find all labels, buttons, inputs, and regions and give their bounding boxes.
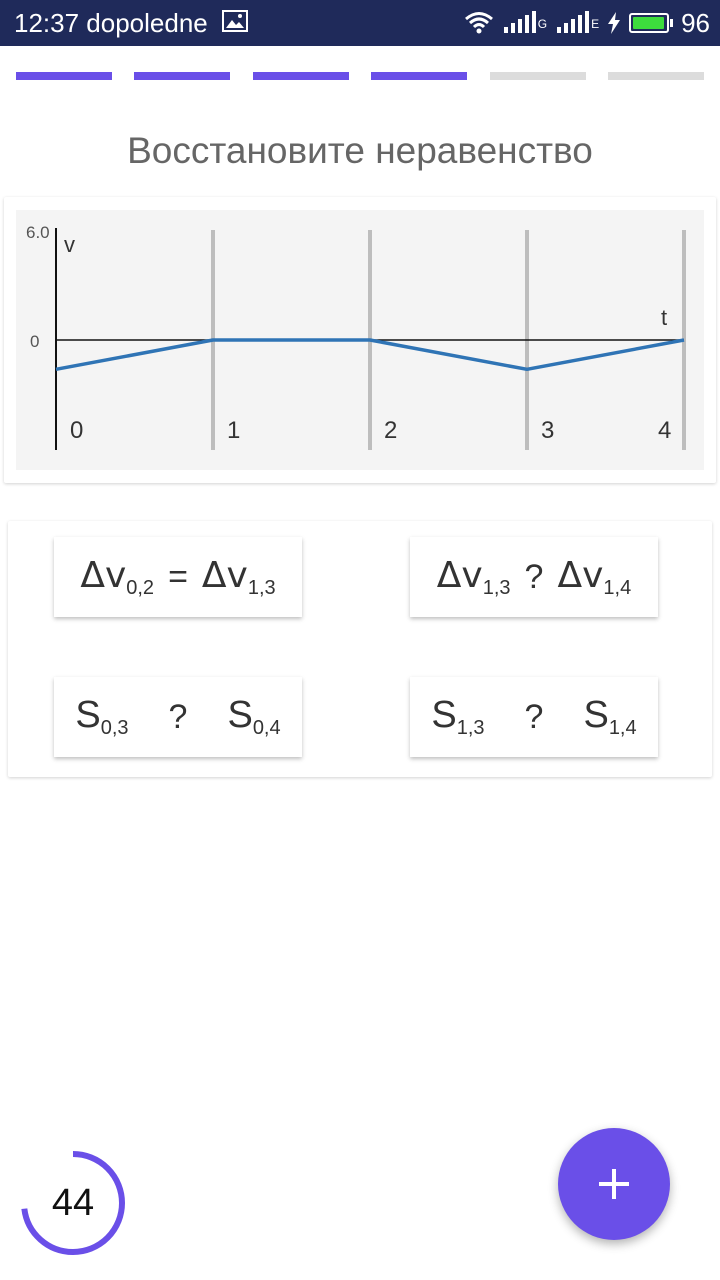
signal-icon [502,11,536,35]
quantity-symbol: S [583,694,609,736]
page-title: Восстановите неравенство [127,130,593,171]
quantity-left: S0,3 [75,694,128,740]
network-type-1: G [537,16,548,31]
quantity-symbol: S [431,694,457,736]
x-tick-label: 2 [384,417,397,444]
quantity-subscript: 1,3 [456,717,485,739]
quantity-right: Δv1,4 [557,555,631,600]
progress-segment [252,72,349,80]
y-axis-label: v [64,232,75,257]
timer: 44 [20,1150,126,1256]
status-bar: 12:37 dopoledne G [0,0,720,46]
comparison-operator[interactable]: ? [524,697,544,736]
battery-level: 96 [681,7,710,38]
quantity-symbol: S [227,694,253,736]
quantity-symbol: Δv [201,554,248,596]
inequality-card[interactable]: Δv1,3? Δv1,4 [410,537,658,617]
inequality-card[interactable]: Δv0,2 = Δv1,3 [54,537,302,617]
x-axis-label: t [661,305,667,330]
quantity-symbol: Δv [557,554,604,596]
x-tick-label: 4 [658,417,671,444]
timer-arc [21,1151,125,1255]
progress-segment [16,72,112,80]
quantity-symbol: Δv [436,554,483,596]
progress-segment [371,72,468,80]
series-line [55,338,685,372]
timer-value: 44 [51,1181,95,1224]
y-tick-label: 0 [30,332,39,351]
wifi-icon [464,11,494,35]
quantity-left: S1,3 [431,694,484,740]
y-tick-label: 6.0 [26,223,50,242]
status-time: 12:37 dopoledne [14,7,208,38]
quantity-subscript: 1,3 [247,576,276,599]
quantity-subscript: 1,3 [482,576,511,599]
inequality-card[interactable]: S1,3? S1,4 [410,677,658,757]
quantity-symbol: Δv [80,554,127,596]
x-tick-label: 3 [541,417,554,444]
timer-ring [21,1151,125,1255]
comparison-operator[interactable]: ? [524,557,544,596]
quantity-subscript: 1,4 [608,717,637,739]
progress-segment [489,72,586,80]
progress-segment [134,72,231,80]
quantity-right: S1,4 [583,694,636,740]
charging-icon [607,12,621,34]
progress-segment [607,72,704,80]
cards-panel: Δv0,2 = Δv1,3 Δv1,3? Δv1,4 S0,3? S0,4 S1,3? S1,4 [8,521,712,777]
plus-icon [599,1169,629,1199]
quantity-right: S0,4 [227,694,280,740]
inequality-card[interactable]: S0,3? S0,4 [54,677,302,757]
velocity-chart: 6.0 0 v t 0 1 2 3 4 [16,210,704,470]
quantity-subscript: 0,2 [126,576,155,599]
signal-icon [555,11,590,35]
network-type-2: E [591,16,600,31]
x-tick-label: 1 [227,417,240,444]
comparison-operator[interactable]: ? [168,697,188,736]
battery-icon [629,13,674,33]
x-tick-label: 0 [70,417,83,444]
quantity-subscript: 1,4 [603,576,632,599]
step-progress [16,72,704,80]
quantity-right: Δv1,3 [202,555,276,600]
comparison-operator[interactable]: = [168,557,188,596]
add-button[interactable] [558,1128,670,1240]
image-icon [221,8,248,39]
quantity-symbol: S [75,694,101,736]
chart-card: 6.0 0 v t 0 1 2 3 4 [4,197,716,483]
quantity-left: Δv1,3 [437,555,511,600]
quantity-left: Δv0,2 [80,555,154,600]
quantity-subscript: 0,3 [100,717,129,739]
quantity-subscript: 0,4 [252,717,281,739]
